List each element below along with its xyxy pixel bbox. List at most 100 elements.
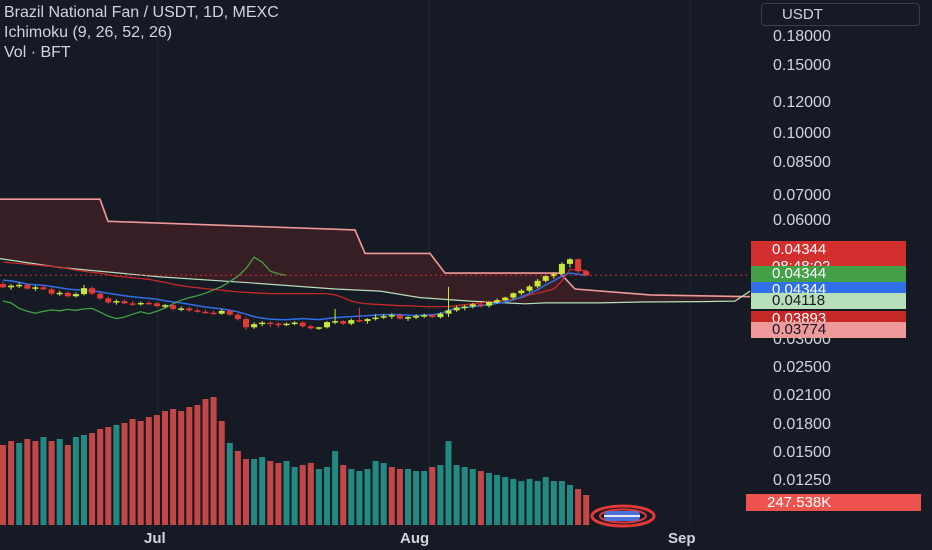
candle-body: [388, 315, 395, 317]
candle-body: [170, 305, 177, 309]
candle-body: [445, 310, 452, 314]
candle-body: [380, 316, 387, 318]
candle-body: [234, 314, 241, 320]
volume-bar: [251, 459, 258, 525]
candle-body: [494, 300, 501, 303]
volume-bar: [89, 433, 96, 525]
volume-bar: [315, 469, 322, 525]
candle-body: [461, 306, 468, 309]
volume-bar: [453, 465, 460, 525]
ichimoku-cloud: [0, 198, 751, 305]
candle-body: [210, 312, 217, 315]
candle-body: [32, 287, 39, 289]
volume-bar: [226, 443, 233, 525]
price-tick-label: 0.12000: [773, 94, 831, 111]
candle-body: [56, 292, 63, 295]
candle-body: [243, 319, 249, 328]
volume-bar: [550, 481, 557, 525]
indicator-legend[interactable]: Ichimoku (9, 26, 52, 26): [4, 24, 173, 41]
volume-bar: [421, 471, 428, 525]
candle-body: [583, 271, 590, 276]
candle-body: [16, 284, 23, 287]
candle-body: [315, 327, 322, 329]
candle-body: [72, 294, 79, 297]
volume-bar: [299, 465, 306, 525]
candle-body: [299, 322, 306, 327]
volume-bar: [461, 467, 468, 525]
price-badge: 0.04344: [751, 241, 906, 259]
volume-bar: [291, 467, 298, 525]
volume-bar: [372, 461, 379, 525]
candle-body: [89, 288, 96, 294]
volume-bar: [194, 405, 201, 525]
candle-body: [502, 297, 509, 301]
volume-badge: 247.538K: [746, 494, 921, 511]
candle-body: [40, 287, 47, 290]
volume-bar: [510, 479, 517, 525]
exchange-flag-icon[interactable]: [590, 504, 656, 528]
candle-body: [542, 276, 549, 281]
volume-bar: [113, 425, 120, 525]
volume-bar: [502, 477, 509, 525]
candle-body: [486, 302, 492, 306]
candle-body: [356, 320, 363, 322]
volume-bar: [486, 473, 492, 525]
volume-bars: [0, 397, 590, 525]
symbol-title[interactable]: Brazil National Fan / USDT, 1D, MEXC: [4, 4, 279, 21]
candle-body: [121, 301, 128, 304]
volume-legend[interactable]: Vol · BFT: [4, 44, 71, 61]
candle-body: [186, 308, 193, 311]
candle-body: [24, 284, 31, 289]
volume-bar: [40, 437, 47, 525]
price-tick-label: 0.01250: [773, 472, 831, 489]
candle-body: [8, 285, 15, 288]
candle-body: [275, 323, 282, 326]
candle-body: [348, 320, 355, 324]
price-tick-label: 0.06000: [773, 212, 831, 229]
candle-body: [81, 288, 87, 295]
volume-bar: [267, 461, 274, 525]
price-badge: 0.04344: [751, 266, 906, 282]
volume-bar: [170, 409, 177, 525]
leading-span-b: [0, 198, 751, 298]
price-candles: [0, 257, 590, 330]
candle-body: [421, 315, 428, 317]
volume-bar: [178, 411, 185, 525]
volume-bar: [218, 421, 225, 525]
volume-bar: [364, 469, 371, 525]
candle-body: [153, 303, 160, 307]
price-tick-label: 0.18000: [773, 28, 831, 45]
candle-body: [324, 322, 330, 328]
candle-body: [469, 304, 476, 307]
volume-bar: [583, 495, 590, 525]
volume-bar: [445, 441, 452, 525]
candle-body: [283, 323, 290, 326]
volume-bar: [105, 427, 112, 525]
candle-body: [477, 304, 484, 306]
candle-body: [259, 322, 266, 325]
price-tick-label: 0.02100: [773, 387, 831, 404]
candle-body: [218, 310, 225, 314]
volume-bar: [145, 417, 152, 525]
volume-bar: [210, 397, 217, 525]
candle-body: [202, 311, 209, 314]
candle-body: [291, 322, 298, 325]
candle-body: [251, 324, 258, 328]
candle-body: [518, 290, 525, 294]
currency-button[interactable]: USDT: [761, 3, 920, 26]
candle-body: [340, 321, 347, 324]
volume-bar: [437, 465, 444, 525]
price-tick-label: 0.01500: [773, 444, 831, 461]
volume-bar: [413, 471, 420, 525]
time-tick-label: Aug: [400, 530, 430, 547]
volume-bar: [0, 445, 6, 525]
volume-bar: [24, 439, 31, 525]
volume-bar: [234, 451, 241, 525]
price-tick-label: 0.01800: [773, 416, 831, 433]
volume-bar: [56, 439, 63, 525]
volume-bar: [202, 399, 209, 525]
volume-bar: [129, 419, 136, 525]
time-tick-label: Jul: [144, 530, 166, 547]
candle-body: [558, 263, 565, 274]
